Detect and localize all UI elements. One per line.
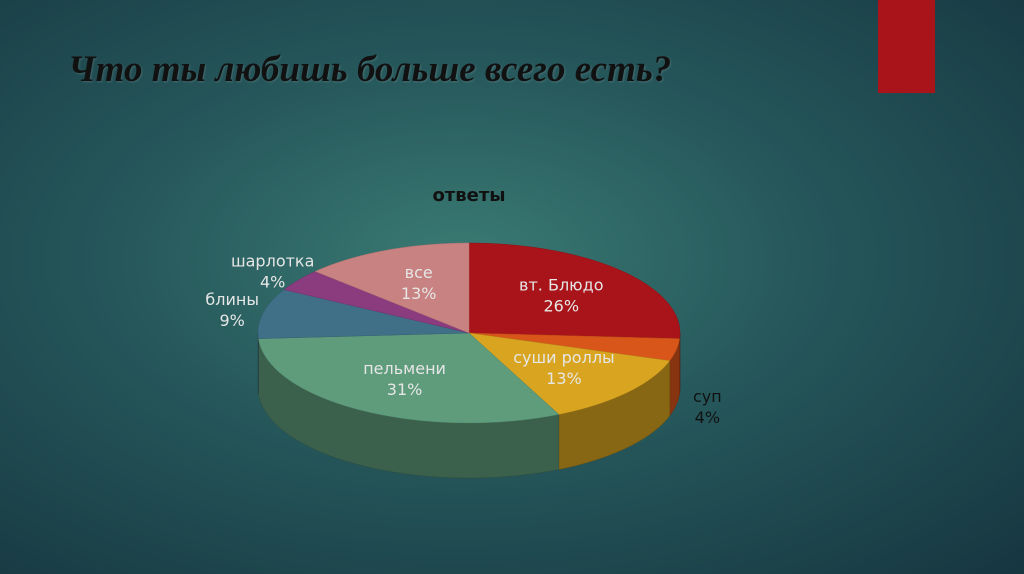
slice-label: вт. Блюдо — [519, 276, 603, 295]
slide-title: Что ты любишь больше всего есть? — [68, 49, 672, 90]
slice — [257, 289, 470, 339]
slice-value-label: 4% — [695, 408, 720, 427]
slice-value-label: 13% — [401, 284, 437, 303]
slice-label: блины — [205, 290, 259, 309]
slice-value-label: 31% — [387, 380, 423, 399]
slice-value-label: 9% — [219, 311, 244, 330]
slice-label: суп — [693, 387, 722, 406]
slice — [283, 271, 470, 334]
slice — [258, 332, 560, 424]
slice — [468, 242, 681, 339]
slice — [314, 242, 470, 334]
slice-value-label: 26% — [544, 297, 580, 316]
slice-label: все — [405, 263, 433, 282]
slice-value-label: 4% — [260, 273, 285, 292]
slice-value-label: 13% — [546, 369, 582, 388]
slice — [468, 332, 680, 362]
slice-label: суши роллы — [513, 348, 614, 367]
slice — [468, 332, 671, 415]
accent-bar — [878, 0, 935, 93]
chart-title: ответы — [432, 185, 505, 206]
slice-label: шарлотка — [231, 252, 314, 271]
slice-label: пельмени — [363, 359, 446, 378]
